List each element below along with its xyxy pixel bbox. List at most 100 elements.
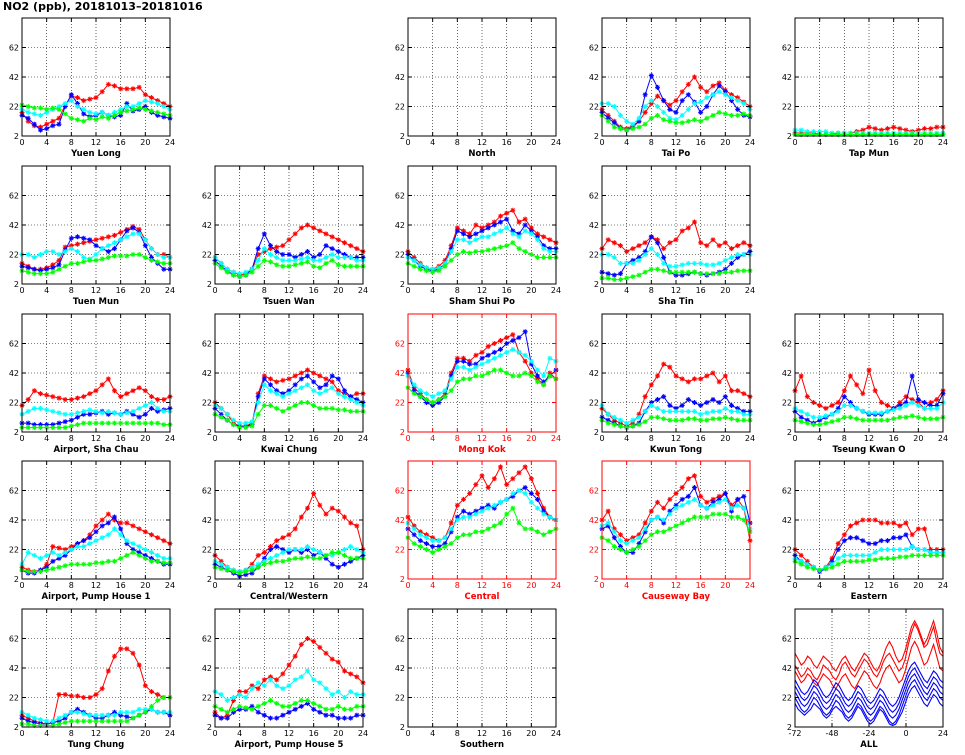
data-point	[38, 717, 43, 723]
data-point	[467, 490, 473, 496]
y-tick-label: 2	[400, 575, 405, 584]
y-tick-label: 22	[589, 103, 599, 112]
x-tick-label: 4	[430, 138, 435, 147]
data-point	[130, 709, 136, 715]
data-point	[630, 538, 636, 544]
data-point	[50, 558, 56, 564]
data-point	[485, 352, 491, 358]
data-point	[136, 712, 142, 718]
data-point	[342, 394, 347, 400]
data-point	[305, 254, 310, 260]
data-point	[317, 391, 323, 397]
data-point	[661, 529, 667, 535]
data-point	[928, 416, 934, 422]
data-point	[909, 544, 915, 550]
x-tick-label: 20	[913, 581, 923, 590]
data-point	[342, 254, 347, 260]
data-point	[323, 712, 329, 718]
data-point	[630, 547, 636, 552]
data-point	[698, 271, 704, 277]
data-point	[44, 407, 50, 413]
data-point	[704, 95, 710, 101]
data-point	[44, 552, 50, 558]
data-point	[87, 407, 93, 413]
data-point	[528, 358, 534, 364]
series-line	[214, 551, 363, 574]
chart-title: Airport, Pump House 5	[235, 740, 344, 750]
data-point	[286, 376, 292, 382]
data-point	[218, 260, 224, 266]
series-line	[794, 622, 944, 681]
x-tick-label: 0	[19, 729, 24, 738]
data-point	[642, 252, 648, 257]
data-point	[243, 695, 249, 700]
x-tick-label: 16	[502, 286, 512, 295]
data-point	[56, 266, 62, 272]
chart-title: Yuen Long	[70, 149, 121, 159]
x-tick-label: 12	[284, 434, 294, 443]
x-tick-label: 8	[842, 138, 847, 147]
data-point	[498, 338, 503, 344]
data-point	[142, 98, 148, 104]
data-point	[741, 252, 747, 257]
data-point	[704, 89, 710, 95]
data-point	[62, 411, 68, 417]
data-point	[685, 397, 691, 403]
y-tick-label: 22	[589, 251, 599, 260]
data-point	[510, 332, 516, 338]
data-point	[50, 425, 56, 431]
data-point	[274, 715, 280, 721]
data-point	[878, 520, 884, 526]
data-point	[522, 464, 528, 470]
data-point	[716, 379, 722, 385]
data-point	[274, 544, 280, 550]
data-point	[648, 402, 654, 408]
data-point	[130, 549, 136, 555]
data-point	[38, 391, 43, 397]
data-point	[611, 414, 617, 420]
data-point	[648, 246, 654, 252]
data-point	[811, 400, 816, 405]
data-point	[50, 718, 56, 724]
data-point	[161, 560, 167, 566]
data-point	[348, 397, 354, 403]
data-point	[56, 721, 62, 727]
data-point	[735, 388, 741, 394]
data-point	[510, 207, 516, 213]
data-point	[661, 416, 667, 422]
data-point	[99, 420, 105, 426]
data-point	[81, 235, 87, 241]
y-tick-label: 22	[589, 399, 599, 408]
data-point	[118, 709, 124, 715]
data-point	[298, 674, 304, 680]
y-tick-label: 42	[9, 369, 19, 378]
data-point	[817, 422, 823, 428]
data-point	[323, 511, 329, 517]
data-point	[528, 476, 534, 482]
y-tick-label: 22	[9, 399, 19, 408]
data-point	[528, 499, 534, 505]
data-point	[311, 379, 317, 385]
data-point	[354, 712, 360, 718]
data-point	[317, 228, 323, 234]
data-point	[741, 411, 747, 417]
data-point	[261, 683, 267, 689]
x-tick-label: 0	[19, 286, 24, 295]
data-point	[872, 541, 878, 547]
data-point	[673, 98, 679, 104]
data-point	[348, 263, 354, 269]
y-tick-label: 42	[9, 664, 19, 673]
data-point	[648, 517, 654, 523]
data-point	[99, 686, 105, 692]
data-point	[934, 552, 940, 558]
data-point	[105, 558, 111, 564]
data-point	[454, 502, 460, 508]
data-point	[667, 402, 673, 408]
data-point	[292, 373, 298, 379]
data-point	[317, 644, 323, 650]
data-point	[722, 490, 728, 496]
x-tick-label: 20	[333, 729, 343, 738]
data-point	[885, 547, 890, 552]
data-point	[485, 526, 491, 532]
data-point	[305, 400, 310, 405]
